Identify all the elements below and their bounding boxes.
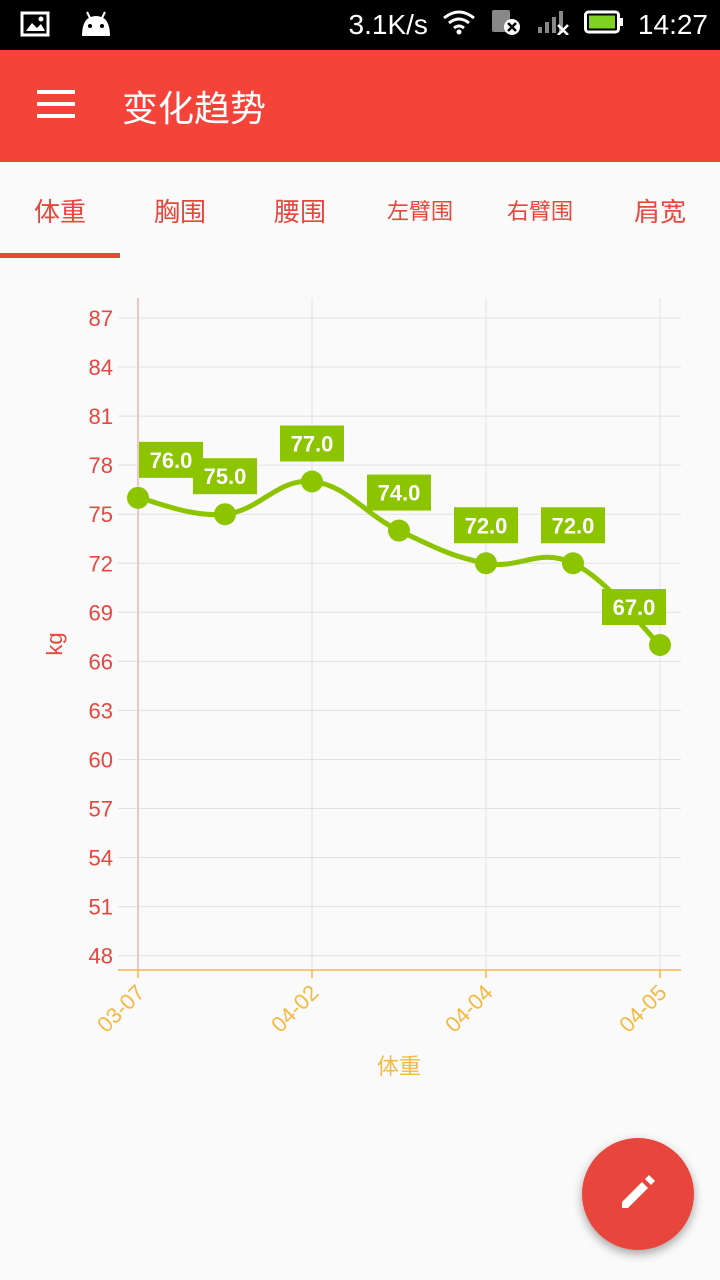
data-label-box xyxy=(602,589,666,625)
y-tick-label: 48 xyxy=(89,944,113,969)
x-tick-label: 04-04 xyxy=(440,980,497,1037)
tab-right-arm[interactable]: 右臂围 xyxy=(480,162,600,258)
data-points xyxy=(127,470,671,656)
data-label-text: 67.0 xyxy=(613,595,656,620)
y-tick-label: 84 xyxy=(89,355,113,380)
tab-bar: 体重 胸围 腰围 左臂围 右臂围 肩宽 xyxy=(0,162,720,258)
data-point xyxy=(475,552,497,575)
data-label-text: 72.0 xyxy=(465,513,508,538)
chart-grid xyxy=(118,298,681,970)
data-label-box xyxy=(541,507,605,544)
tab-label: 胸围 xyxy=(153,197,206,228)
data-label: 77.0 xyxy=(280,425,344,462)
data-label: 67.0 xyxy=(602,589,666,625)
tab-label: 右臂围 xyxy=(506,200,573,225)
y-tick-label: 66 xyxy=(89,649,113,674)
page-title: 变化趋势 xyxy=(122,89,267,130)
data-label-box xyxy=(280,425,344,462)
data-point xyxy=(301,470,323,493)
data-point xyxy=(127,486,149,509)
data-label-box xyxy=(193,458,257,495)
signal-icon xyxy=(536,9,570,42)
data-label-box xyxy=(367,474,431,511)
data-label-text: 74.0 xyxy=(378,481,421,506)
y-tick-label: 60 xyxy=(89,747,113,772)
data-point xyxy=(388,519,410,542)
battery-icon xyxy=(583,9,624,41)
data-point xyxy=(214,503,236,526)
data-label: 76.0 xyxy=(139,441,203,478)
wifi-icon xyxy=(442,9,476,42)
pencil-icon xyxy=(618,1172,658,1216)
chart-axes xyxy=(118,298,681,978)
tab-label: 肩宽 xyxy=(633,197,686,228)
data-label-box xyxy=(139,441,203,478)
data-point xyxy=(562,552,584,575)
tab-waist[interactable]: 腰围 xyxy=(240,162,360,258)
y-tick-label: 51 xyxy=(89,895,113,920)
tab-label: 腰围 xyxy=(273,197,326,228)
sim-off-icon xyxy=(490,8,522,43)
tab-indicator xyxy=(0,253,120,258)
x-tick-label: 04-02 xyxy=(266,980,323,1037)
clock: 14:27 xyxy=(637,9,708,40)
net-speed: 3.1K/s xyxy=(348,9,428,40)
data-label: 72.0 xyxy=(454,507,518,544)
edit-fab-button[interactable] xyxy=(582,1138,694,1250)
x-tick-labels: 03-07 04-02 04-04 04-05 xyxy=(92,980,671,1037)
status-bar: 3.1K/s 14:27 xyxy=(0,0,720,50)
y-tick-label: 63 xyxy=(89,698,113,723)
y-tick-label: 81 xyxy=(89,404,113,429)
y-tick-label: 54 xyxy=(89,846,113,871)
menu-icon xyxy=(37,90,75,122)
tab-shoulder[interactable]: 肩宽 xyxy=(600,162,720,258)
x-axis-title: 体重 xyxy=(377,1055,421,1080)
data-labels: 76.0 75.0 77.0 74.0 72.0 72.0 67.0 xyxy=(139,425,666,625)
y-tick-labels: 87 84 81 78 75 72 69 66 63 60 57 54 51 48 xyxy=(89,306,113,969)
y-tick-label: 72 xyxy=(89,551,113,576)
data-label-text: 77.0 xyxy=(291,432,334,457)
menu-button[interactable] xyxy=(22,72,90,140)
data-point xyxy=(649,634,671,656)
android-icon xyxy=(78,10,114,42)
tab-label: 左臂围 xyxy=(386,200,453,225)
y-tick-label: 87 xyxy=(89,306,113,331)
data-label-box xyxy=(454,507,518,544)
y-tick-label: 78 xyxy=(89,453,113,478)
image-icon xyxy=(20,11,50,41)
data-label-text: 72.0 xyxy=(552,513,595,538)
data-label: 74.0 xyxy=(367,474,431,511)
tab-weight[interactable]: 体重 xyxy=(0,162,120,258)
x-tick-label: 04-05 xyxy=(614,980,671,1037)
app-bar: 变化趋势 xyxy=(0,50,720,162)
data-label-text: 75.0 xyxy=(204,464,247,489)
data-label: 72.0 xyxy=(541,507,605,544)
data-label: 75.0 xyxy=(193,458,257,495)
tab-chest[interactable]: 胸围 xyxy=(120,162,240,258)
tab-left-arm[interactable]: 左臂围 xyxy=(360,162,480,258)
tab-label: 体重 xyxy=(33,197,86,228)
y-tick-label: 69 xyxy=(89,600,113,625)
x-tick-label: 03-07 xyxy=(92,980,149,1037)
y-axis-title: kg xyxy=(42,632,67,655)
y-tick-label: 57 xyxy=(89,797,113,822)
data-label-text: 76.0 xyxy=(150,448,193,473)
y-tick-label: 75 xyxy=(89,502,113,527)
